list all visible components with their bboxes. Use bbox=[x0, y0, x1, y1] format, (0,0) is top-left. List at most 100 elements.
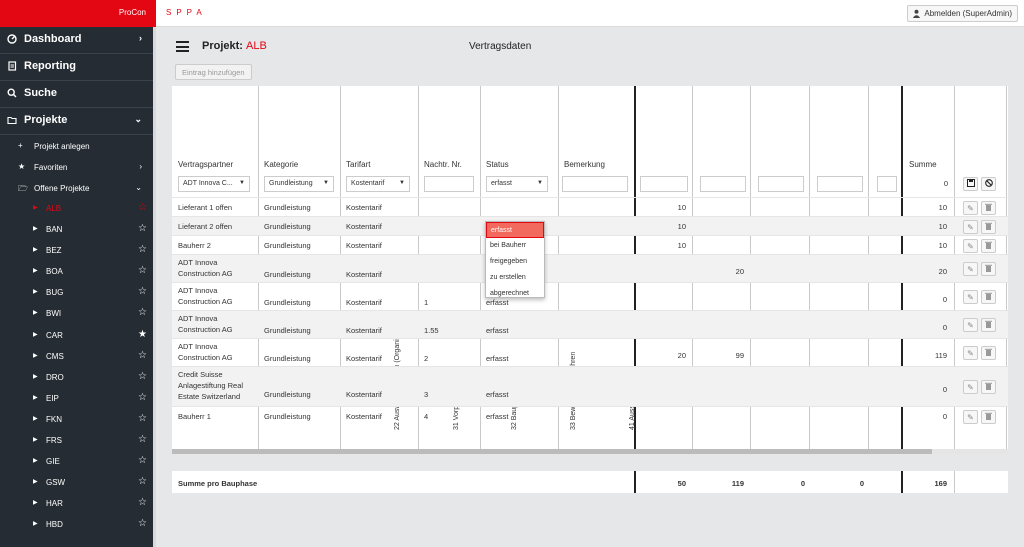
sidebar-item-dashboard[interactable]: Dashboard › bbox=[0, 27, 156, 54]
delete-icon[interactable] bbox=[981, 318, 996, 332]
cell-partner: ADT Innova Construction AG bbox=[178, 341, 256, 363]
edit-icon[interactable]: ✎ bbox=[963, 346, 978, 360]
cancel-icon[interactable] bbox=[981, 177, 996, 191]
delete-icon[interactable] bbox=[981, 200, 996, 215]
cell-status: erfasst bbox=[486, 390, 509, 399]
star-outline-icon[interactable]: ☆ bbox=[138, 265, 147, 277]
star-outline-icon[interactable]: ☆ bbox=[138, 244, 147, 256]
sidebar-subitem-label: Favoriten bbox=[34, 163, 68, 172]
star-outline-icon[interactable]: ☆ bbox=[138, 518, 147, 530]
delete-icon[interactable] bbox=[981, 346, 996, 360]
project-item-bug[interactable]: ▶ BUG ☆ bbox=[0, 282, 156, 303]
sidebar-item-reporting[interactable]: Reporting bbox=[0, 54, 156, 81]
project-item-cms[interactable]: ▶ CMS ☆ bbox=[0, 346, 156, 367]
sidebar-item-projekte[interactable]: Projekte ⌄ bbox=[0, 108, 156, 135]
status-option[interactable]: bei Bauherr bbox=[490, 242, 527, 249]
status-option[interactable]: erfasst bbox=[486, 222, 544, 238]
horizontal-scrollbar[interactable] bbox=[172, 449, 1008, 454]
filter-p22-input[interactable] bbox=[640, 176, 688, 192]
project-item-dro[interactable]: ▶ DRO ☆ bbox=[0, 367, 156, 388]
edit-icon[interactable]: ✎ bbox=[963, 380, 978, 394]
star-outline-icon[interactable]: ☆ bbox=[138, 391, 147, 403]
sidebar-subitem-2[interactable]: 🗁 Offene Projekte ⌄ bbox=[0, 177, 156, 198]
star-outline-icon[interactable]: ☆ bbox=[138, 307, 147, 319]
table-row[interactable]: Bauherr 2 Grundleistung Kostentarif 10 10 ✎ bbox=[172, 235, 1008, 254]
star-outline-icon[interactable]: ☆ bbox=[138, 223, 147, 235]
edit-icon[interactable]: ✎ bbox=[963, 262, 978, 276]
filter-status-select[interactable]: erfasst ▼ bbox=[486, 176, 548, 192]
filter-p32-input[interactable] bbox=[758, 176, 804, 192]
status-option[interactable]: abgerechnet bbox=[490, 290, 529, 297]
star-outline-icon[interactable]: ☆ bbox=[138, 412, 147, 424]
sidebar-item-label: Projekte bbox=[24, 114, 68, 126]
star-outline-icon[interactable]: ☆ bbox=[138, 370, 147, 382]
table-row[interactable]: ADT Innova Construction AG Grundleistung Ko… bbox=[172, 310, 1008, 338]
project-item-hbd[interactable]: ▶ HBD ☆ bbox=[0, 514, 156, 535]
star-outline-icon[interactable]: ☆ bbox=[138, 476, 147, 488]
delete-icon[interactable] bbox=[981, 380, 996, 394]
sidebar-subitem-1[interactable]: ★ Favoriten › bbox=[0, 156, 156, 177]
table-row[interactable]: Lieferant 1 offen Grundleistung Kostentari… bbox=[172, 197, 1008, 216]
star-outline-icon[interactable]: ☆ bbox=[138, 455, 147, 467]
table-row[interactable]: Lieferant 2 offen Grundleistung Kostentari… bbox=[172, 216, 1008, 235]
edit-icon[interactable]: ✎ bbox=[963, 409, 978, 424]
status-option[interactable]: zu erstellen bbox=[490, 274, 526, 281]
delete-icon[interactable] bbox=[981, 262, 996, 276]
project-item-alb[interactable]: ▶ ALB ☆ bbox=[0, 198, 156, 219]
project-item-car[interactable]: ▶ CAR ★ bbox=[0, 325, 156, 346]
project-item-bez[interactable]: ▶ BEZ ☆ bbox=[0, 240, 156, 261]
filter-p41-input[interactable] bbox=[877, 176, 897, 192]
add-entry-button[interactable]: Eintrag hinzufügen bbox=[175, 64, 252, 80]
project-item-bwi[interactable]: ▶ BWI ☆ bbox=[0, 303, 156, 324]
star-outline-icon[interactable]: ☆ bbox=[138, 434, 147, 446]
filter-p31-input[interactable] bbox=[700, 176, 746, 192]
star-outline-icon[interactable]: ☆ bbox=[138, 202, 147, 213]
caret-right-icon: ▶ bbox=[33, 268, 38, 275]
delete-icon[interactable] bbox=[981, 238, 996, 253]
delete-icon[interactable] bbox=[981, 290, 996, 304]
table-row[interactable]: Bauherr 1 Grundleistung Kostentarif 4 erfass… bbox=[172, 406, 1008, 425]
project-item-har[interactable]: ▶ HAR ☆ bbox=[0, 493, 156, 514]
project-item-frs[interactable]: ▶ FRS ☆ bbox=[0, 430, 156, 451]
sidebar-scrollbar[interactable] bbox=[153, 27, 156, 547]
filter-kategorie-select[interactable]: Grundleistung ▼ bbox=[264, 176, 334, 192]
cell-status: erfasst bbox=[486, 326, 509, 335]
menu-toggle-icon[interactable] bbox=[176, 41, 189, 52]
delete-icon[interactable] bbox=[981, 409, 996, 424]
project-item-boa[interactable]: ▶ BOA ☆ bbox=[0, 261, 156, 282]
project-item-eip[interactable]: ▶ EIP ☆ bbox=[0, 388, 156, 409]
partner-line: ADT Innova bbox=[178, 258, 218, 267]
project-item-gie[interactable]: ▶ GIE ☆ bbox=[0, 451, 156, 472]
table-row[interactable]: ADT Innova Construction AG Grundleistung Ko… bbox=[172, 282, 1008, 310]
edit-icon[interactable]: ✎ bbox=[963, 318, 978, 332]
top-bar: ProCon SPPA Abmelden (SuperAdmin) bbox=[0, 0, 1024, 27]
star-outline-icon[interactable]: ☆ bbox=[138, 286, 147, 298]
table-row[interactable]: ADT Innova Construction AG Grundleistung Ko… bbox=[172, 338, 1008, 366]
table-row[interactable]: Credit Suisse Anlagestiftung Real Estate S… bbox=[172, 366, 1008, 406]
table-row[interactable]: ADT Innova Construction AG Grundleistung Ko… bbox=[172, 254, 1008, 282]
star-outline-icon[interactable]: ☆ bbox=[138, 497, 147, 509]
filter-tarifart-select[interactable]: Kostentarif ▼ bbox=[346, 176, 410, 192]
edit-icon[interactable]: ✎ bbox=[963, 290, 978, 304]
edit-icon[interactable]: ✎ bbox=[963, 200, 978, 215]
edit-icon[interactable]: ✎ bbox=[963, 219, 978, 234]
filter-bemerkung-input[interactable] bbox=[562, 176, 628, 192]
star-filled-icon[interactable]: ★ bbox=[138, 328, 147, 340]
cell-partner: ADT Innova Construction AG bbox=[178, 285, 256, 307]
cell-kategorie: Grundleistung bbox=[264, 326, 311, 335]
logout-button[interactable]: Abmelden (SuperAdmin) bbox=[907, 5, 1018, 22]
save-icon[interactable] bbox=[963, 177, 978, 191]
project-item-fkn[interactable]: ▶ FKN ☆ bbox=[0, 409, 156, 430]
star-outline-icon[interactable]: ☆ bbox=[138, 349, 147, 361]
sidebar-subitem-0[interactable]: + Projekt anlegen bbox=[0, 135, 156, 156]
filter-nachtr-input[interactable] bbox=[424, 176, 474, 192]
cell-status: erfasst bbox=[486, 298, 509, 307]
project-item-ban[interactable]: ▶ BAN ☆ bbox=[0, 219, 156, 240]
status-option[interactable]: freigegeben bbox=[490, 258, 527, 265]
sidebar-item-suche[interactable]: Suche bbox=[0, 81, 156, 108]
filter-p33-input[interactable] bbox=[817, 176, 863, 192]
filter-partner-select[interactable]: ADT Innova C... ▼ bbox=[178, 176, 250, 192]
delete-icon[interactable] bbox=[981, 219, 996, 234]
project-item-gsw[interactable]: ▶ GSW ☆ bbox=[0, 472, 156, 493]
edit-icon[interactable]: ✎ bbox=[963, 238, 978, 253]
